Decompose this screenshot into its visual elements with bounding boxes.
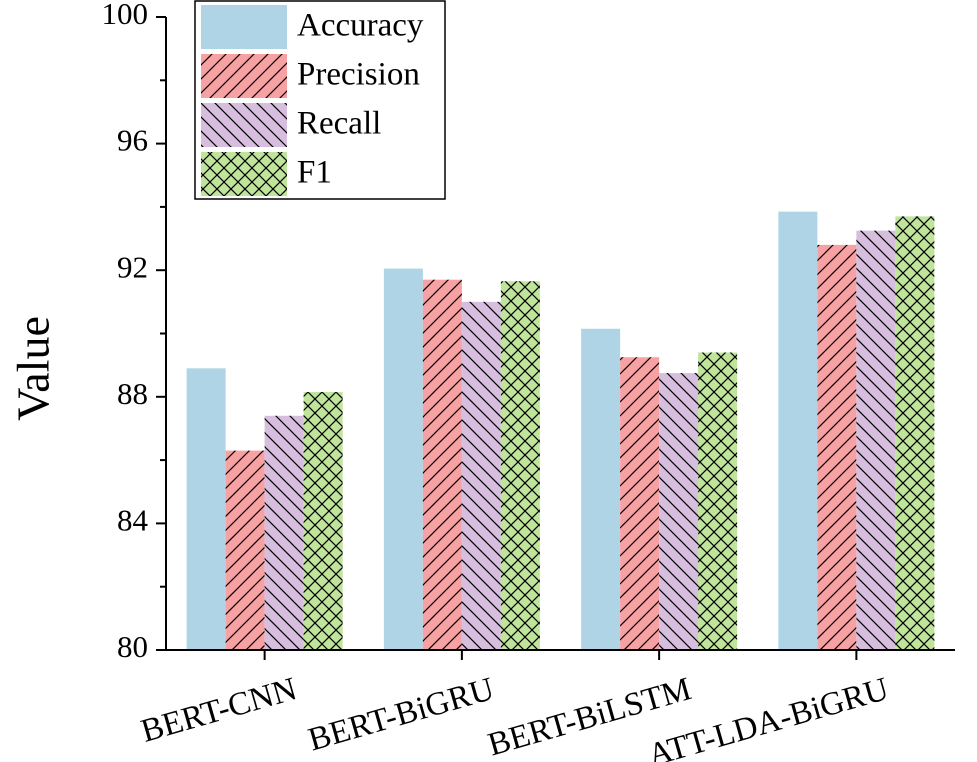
legend-label-precision: Precision [297, 57, 420, 93]
bar-precision-bert-bilstm [620, 357, 660, 650]
bar-f1-bert-bilstm [698, 352, 738, 650]
bar-precision-bert-bigru [422, 279, 462, 650]
legend-label-f1: F1 [297, 155, 332, 191]
bar-recall-bert-bilstm [659, 373, 699, 650]
y-tick-label: 80 [117, 629, 148, 664]
bar-accuracy-bert-bilstm [581, 328, 621, 650]
bar-accuracy-bert-bigru [383, 268, 423, 650]
legend-swatch-accuracy [201, 5, 287, 49]
bar-recall-bert-cnn [264, 415, 304, 650]
y-tick-label: 100 [102, 0, 149, 31]
x-category-label: BERT-CNN [137, 671, 301, 750]
bar-recall-bert-bigru [461, 301, 501, 650]
bars-group [186, 211, 935, 650]
bar-recall-att-lda-bigru [856, 230, 896, 650]
legend-label-accuracy: Accuracy [297, 8, 424, 44]
legend-swatch-precision [201, 54, 287, 98]
y-tick-label: 92 [117, 249, 148, 284]
bar-f1-bert-cnn [303, 392, 343, 650]
y-tick-label: 96 [117, 123, 148, 158]
bar-precision-bert-cnn [225, 450, 265, 650]
bar-f1-att-lda-bigru [895, 216, 935, 650]
bar-f1-bert-bigru [500, 281, 540, 650]
y-axis-title: Value [8, 316, 59, 421]
legend-swatch-f1 [201, 152, 287, 196]
y-tick-label: 88 [117, 376, 148, 411]
bar-precision-att-lda-bigru [817, 244, 857, 650]
y-tick-label: 84 [117, 503, 149, 538]
legend: Accuracy Precision Recall F1 [194, 0, 446, 200]
x-category-label: BERT-BiGRU [304, 671, 498, 758]
bar-accuracy-att-lda-bigru [778, 211, 818, 650]
legend-label-recall: Recall [297, 106, 381, 142]
legend-swatch-recall [201, 103, 287, 147]
bar-accuracy-bert-cnn [186, 368, 226, 650]
